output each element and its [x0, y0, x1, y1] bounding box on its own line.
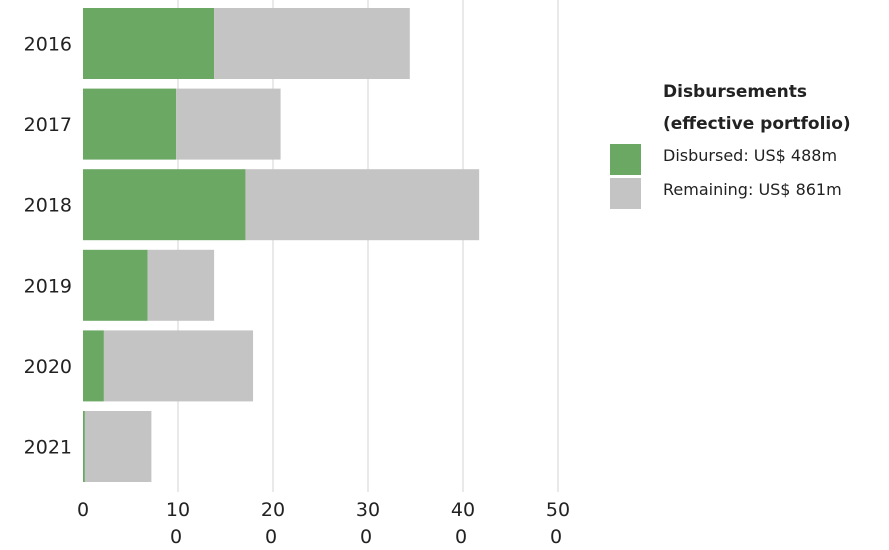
- bar-2018-disbursed: [83, 169, 246, 241]
- legend-label-disbursed: Disbursed: US$ 488m: [663, 146, 838, 165]
- legend-item-remaining: Remaining: US$ 861m: [610, 174, 885, 209]
- category-label-2017: 2017: [24, 114, 72, 136]
- bar-2020-remaining: [103, 330, 254, 402]
- x-tick-label-500-line-2: 0: [550, 526, 562, 548]
- x-axis-tick-labels: 0 10 0 20 0 30 0 40 0 50 0: [77, 499, 570, 548]
- bar-2017-remaining: [176, 88, 281, 160]
- legend-label-remaining: Remaining: US$ 861m: [663, 180, 842, 199]
- category-label-2016: 2016: [24, 34, 72, 56]
- x-tick-label-400-line-1: 40: [451, 499, 475, 521]
- bar-2017-disbursed: [83, 88, 177, 160]
- x-tick-label-300-line-2: 0: [360, 526, 372, 548]
- bar-2020-disbursed: [83, 330, 104, 402]
- x-tick-label-300-line-1: 30: [356, 499, 380, 521]
- bar-2019-disbursed: [83, 249, 148, 321]
- category-label-2019: 2019: [24, 275, 72, 297]
- x-tick-label-100-line-1: 10: [166, 499, 190, 521]
- bar-2019-remaining: [147, 249, 215, 321]
- bar-2016-remaining: [214, 8, 410, 79]
- x-tick-label-400-line-2: 0: [455, 526, 467, 548]
- legend-title-line-1: Disbursements: [663, 82, 807, 102]
- bar-2018-remaining: [245, 169, 480, 241]
- legend-swatch-disbursed: [610, 144, 641, 175]
- bar-2021-remaining: [84, 411, 152, 482]
- category-labels: 2016 2017 2018 2019 2020 2021: [24, 34, 72, 459]
- category-label-2021: 2021: [24, 437, 72, 459]
- x-tick-label-200-line-2: 0: [265, 526, 277, 548]
- x-tick-label-0-line-1: 0: [77, 499, 89, 521]
- bar-2016-disbursed: [83, 8, 215, 79]
- x-tick-label-500-line-1: 50: [546, 499, 570, 521]
- x-tick-label-100-line-2: 0: [170, 526, 182, 548]
- x-tick-label-200-line-1: 20: [261, 499, 285, 521]
- legend-swatch-remaining: [610, 178, 641, 209]
- category-label-2020: 2020: [24, 356, 72, 378]
- legend: Disbursements (effective portfolio) Disb…: [610, 76, 885, 209]
- legend-item-disbursed: Disbursed: US$ 488m: [610, 140, 885, 175]
- bars: [83, 8, 480, 482]
- bar-2021-disbursed: [83, 411, 85, 482]
- category-label-2018: 2018: [24, 195, 72, 217]
- gridlines: [177, 0, 559, 492]
- legend-title-line-2: (effective portfolio): [663, 114, 851, 134]
